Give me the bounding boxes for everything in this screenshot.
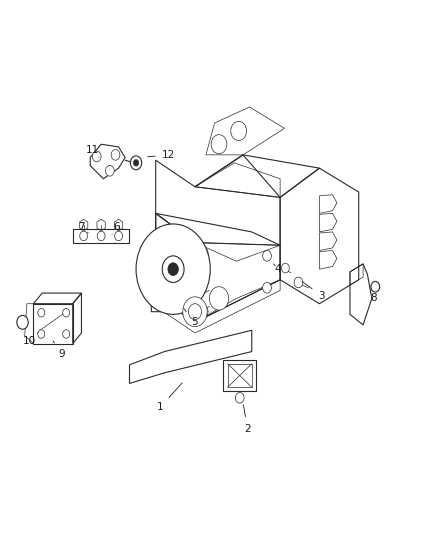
Text: 1: 1: [157, 383, 182, 413]
Circle shape: [136, 224, 210, 314]
Text: 7: 7: [78, 222, 88, 233]
Text: 9: 9: [53, 341, 65, 359]
Text: 8: 8: [371, 290, 377, 303]
Circle shape: [111, 150, 120, 160]
Circle shape: [162, 256, 184, 282]
Circle shape: [235, 392, 244, 403]
Circle shape: [106, 165, 114, 176]
Text: 6: 6: [112, 222, 120, 235]
Circle shape: [211, 135, 227, 154]
Circle shape: [371, 281, 380, 292]
Circle shape: [38, 309, 45, 317]
Circle shape: [263, 282, 272, 293]
Circle shape: [183, 297, 207, 327]
Circle shape: [168, 263, 178, 276]
Circle shape: [63, 309, 70, 317]
Text: 12: 12: [148, 150, 175, 160]
Circle shape: [199, 306, 208, 317]
Circle shape: [134, 160, 139, 166]
Circle shape: [294, 277, 303, 288]
Text: 2: 2: [244, 405, 251, 434]
Text: 4: 4: [274, 264, 281, 274]
Circle shape: [92, 151, 101, 162]
Circle shape: [231, 122, 247, 141]
Text: 5: 5: [184, 309, 198, 327]
Circle shape: [17, 316, 28, 329]
Circle shape: [38, 330, 45, 338]
Circle shape: [263, 251, 272, 261]
Circle shape: [282, 263, 289, 273]
Circle shape: [63, 330, 70, 338]
Circle shape: [115, 231, 123, 241]
Text: 11: 11: [86, 144, 99, 158]
Text: 10: 10: [22, 333, 38, 346]
Circle shape: [188, 304, 201, 320]
Circle shape: [131, 156, 142, 169]
Circle shape: [209, 287, 229, 310]
Text: 3: 3: [302, 281, 325, 301]
Circle shape: [97, 231, 105, 241]
Circle shape: [80, 231, 88, 241]
Circle shape: [199, 248, 208, 259]
